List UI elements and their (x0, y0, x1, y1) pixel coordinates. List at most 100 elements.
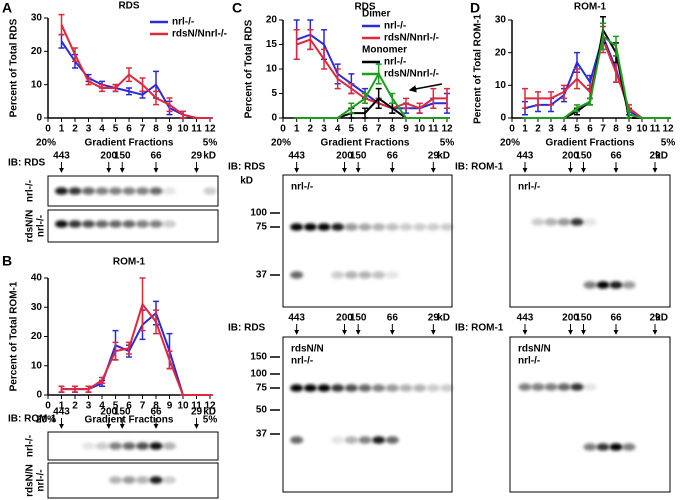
error-bar (85, 77, 92, 86)
x-tick-label: 4 (335, 124, 341, 135)
size-marker: 29 (428, 313, 440, 324)
error-bar (293, 29, 300, 60)
size-unit: kD (203, 407, 216, 418)
error-bar (403, 97, 409, 109)
error-bar (72, 47, 78, 63)
size-marker: 29 (428, 151, 440, 162)
sample-label: nrl-/- (518, 356, 540, 367)
x-tick-label: 10 (636, 124, 648, 135)
x-tick-label: 4 (561, 124, 567, 135)
sample-label: rdsN/N (25, 210, 36, 243)
probe-label: IB: RDS (8, 158, 46, 169)
blot-band (290, 384, 304, 392)
legend-title: Monomer (362, 45, 407, 56)
x-tick-label: 0 (509, 124, 515, 135)
blot-band (290, 271, 304, 279)
y-tick-label: 30 (31, 13, 43, 24)
x-end-label: 5% (440, 138, 455, 149)
blot-band (440, 384, 454, 392)
legend-label: rdsN/Nnrl-/- (384, 33, 439, 44)
size-marker: 200 (100, 407, 117, 418)
error-bar (99, 83, 105, 93)
size-marker: 29 (191, 407, 203, 418)
y-tick-label: 0 (36, 390, 42, 401)
x-axis-label: Gradient Fractions (546, 138, 635, 149)
sample-label: rdsN/N (291, 344, 324, 355)
size-marker: 443 (288, 313, 305, 324)
y-axis-label: Percent of Total RDS (9, 18, 20, 117)
error-bar (72, 385, 78, 393)
x-tick-label: 4 (99, 124, 105, 135)
blot-band (372, 384, 386, 392)
sample-label: nrl-/- (291, 356, 313, 367)
y-tick-label: 20 (31, 46, 43, 57)
x-tick-label: 0 (45, 401, 51, 412)
size-unit: kD (655, 313, 668, 324)
size-marker: 66 (610, 313, 622, 324)
x-tick-label: 5 (113, 401, 119, 412)
legend-title: Dimer (362, 9, 390, 20)
x-tick-label: 3 (321, 124, 327, 135)
error-bar (307, 29, 314, 51)
y-axis-label: Percent of Total ROM-1 (473, 14, 484, 124)
blot-band (344, 436, 358, 444)
error-bar (180, 110, 186, 119)
x-end-label: 20% (36, 138, 56, 149)
y-tick-label: 15 (266, 39, 278, 50)
blot-band (622, 443, 636, 451)
error-bar (126, 67, 132, 83)
blot-band (136, 220, 149, 228)
y-tick-label: 0 (36, 113, 42, 124)
blot-band (203, 187, 217, 195)
x-tick-label: 10 (177, 124, 189, 135)
blot-band (122, 476, 136, 484)
panel-label: D (470, 0, 480, 16)
error-bar (139, 77, 146, 93)
blot-band (440, 223, 454, 231)
blot-band (609, 443, 623, 451)
x-tick-label: 7 (140, 401, 146, 412)
y-axis-label: Percent of Total ROM-1 (9, 281, 20, 391)
x-tick-label: 6 (362, 124, 368, 135)
blot-band (82, 442, 95, 450)
error-bar (600, 22, 606, 51)
x-tick-label: 7 (376, 124, 382, 135)
blot-band (68, 187, 82, 195)
error-bar (112, 83, 119, 93)
size-unit: kD (437, 313, 450, 324)
error-bar (112, 341, 119, 361)
blot-band (149, 220, 163, 228)
series-line (61, 302, 210, 396)
legend-label: nrl-/- (172, 17, 194, 28)
error-bar (321, 48, 327, 70)
blot-band (372, 223, 386, 231)
probe-label: IB: RDS (228, 162, 266, 173)
chart-title: RDS (118, 1, 139, 12)
size-marker: 443 (53, 407, 70, 418)
blot-band (570, 383, 584, 391)
error-bar (561, 84, 567, 100)
blot-band (358, 384, 372, 392)
blot-band (557, 218, 571, 226)
probe-label: IB: ROM-1 (455, 323, 504, 334)
x-tick-label: 6 (587, 124, 593, 135)
size-marker: 150 (114, 151, 131, 162)
blot-band (583, 218, 597, 226)
size-marker: 66 (150, 151, 162, 162)
x-tick-label: 0 (280, 124, 286, 135)
x-tick-label: 5 (349, 124, 355, 135)
y-tick-label: 10 (31, 360, 43, 371)
chart-title: RDS (354, 2, 375, 13)
size-marker: 150 (350, 151, 367, 162)
size-marker: 443 (517, 313, 534, 324)
blot-band (317, 384, 331, 392)
x-end-label: 5% (203, 138, 218, 149)
error-bar (626, 110, 632, 119)
y-tick-label: 10 (495, 80, 507, 91)
error-bar (348, 82, 355, 95)
blot-band (163, 442, 176, 450)
mw-label: 150 (250, 352, 267, 363)
blot-band (413, 384, 427, 392)
x-tick-label: 3 (548, 124, 554, 135)
sample-label: nrl-/- (36, 469, 47, 491)
